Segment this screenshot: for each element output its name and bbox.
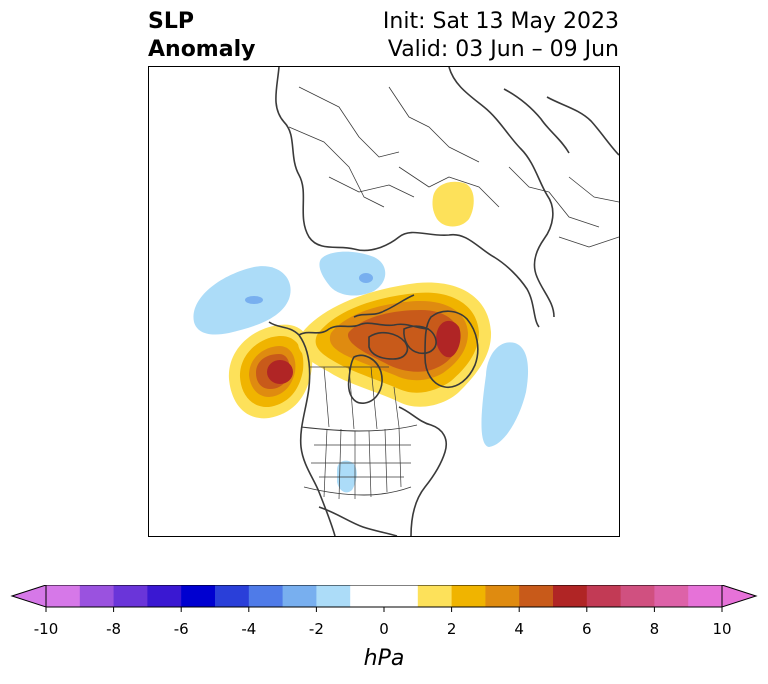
colorbar-tick-label: 10 [712, 620, 732, 638]
title-line-2: Anomaly [148, 37, 256, 62]
political-boundaries [309, 366, 411, 500]
positive-anomaly-regions [228, 181, 492, 419]
colorbar-tick-label: 0 [379, 620, 389, 638]
colorbar-tick-label: -8 [106, 620, 122, 638]
colorbar-tick-label: -6 [173, 620, 189, 638]
colorbar-cell [350, 585, 385, 607]
colorbar-cell [417, 585, 453, 607]
colorbar-cell [282, 585, 317, 607]
neg-core-arctic [359, 273, 373, 283]
colorbar-extend-left [10, 585, 47, 608]
neg-region-north-pacific [193, 266, 291, 335]
colorbar-cell [485, 585, 520, 607]
colorbar-tick-label: -4 [241, 620, 257, 638]
colorbar-cell [384, 585, 419, 607]
pos-core-canada [436, 320, 461, 358]
colorbar-cell [553, 585, 588, 607]
colorbar-tick-label: -2 [308, 620, 324, 638]
colorbar-tick-label: -10 [33, 620, 59, 638]
pos-region-siberia [432, 181, 474, 227]
colorbar-cell [620, 585, 655, 607]
colorbar-cell [46, 585, 81, 607]
colorbar-cell [79, 585, 115, 607]
neg-region-us-southwest [337, 460, 357, 493]
neg-core-north-pacific [245, 296, 263, 304]
colorbar-cell [147, 585, 182, 607]
colorbar [10, 585, 758, 612]
coastlines [268, 67, 619, 536]
colorbar-cell [181, 585, 216, 607]
colorbar-tick-label: 6 [582, 620, 592, 638]
neg-region-atlantic [481, 342, 529, 447]
negative-anomaly-regions [193, 251, 529, 493]
pos-core-pacific-nw [267, 360, 293, 384]
map-panel [148, 66, 620, 537]
colorbar-cell [113, 585, 148, 607]
neg-region-arctic [319, 251, 386, 296]
colorbar-cell [519, 585, 554, 607]
colorbar-cell [451, 585, 486, 607]
anomaly-map [193, 67, 619, 536]
colorbar-cells [46, 585, 723, 607]
colorbar-unit: hPa [363, 646, 405, 671]
colorbar-cell [248, 585, 284, 607]
colorbar-tick-label: 4 [514, 620, 524, 638]
colorbar-cell [654, 585, 689, 607]
colorbar-cell [215, 585, 250, 607]
colorbar-ticks [45, 607, 723, 612]
colorbar-cell [688, 585, 723, 607]
valid-range: Valid: 03 Jun – 09 Jun [387, 37, 619, 62]
colorbar-cell [316, 585, 351, 607]
colorbar-cell [586, 585, 622, 607]
title-line-1: SLP [148, 9, 194, 34]
colorbar-tick-label: 2 [446, 620, 457, 638]
colorbar-tick-label: 8 [649, 620, 660, 638]
colorbar-extend-right [721, 585, 758, 608]
init-date: Init: Sat 13 May 2023 [382, 9, 619, 34]
chart-title: SLP Anomaly [148, 8, 255, 64]
forecast-dates: Init: Sat 13 May 2023 Valid: 03 Jun – 09… [383, 8, 619, 64]
